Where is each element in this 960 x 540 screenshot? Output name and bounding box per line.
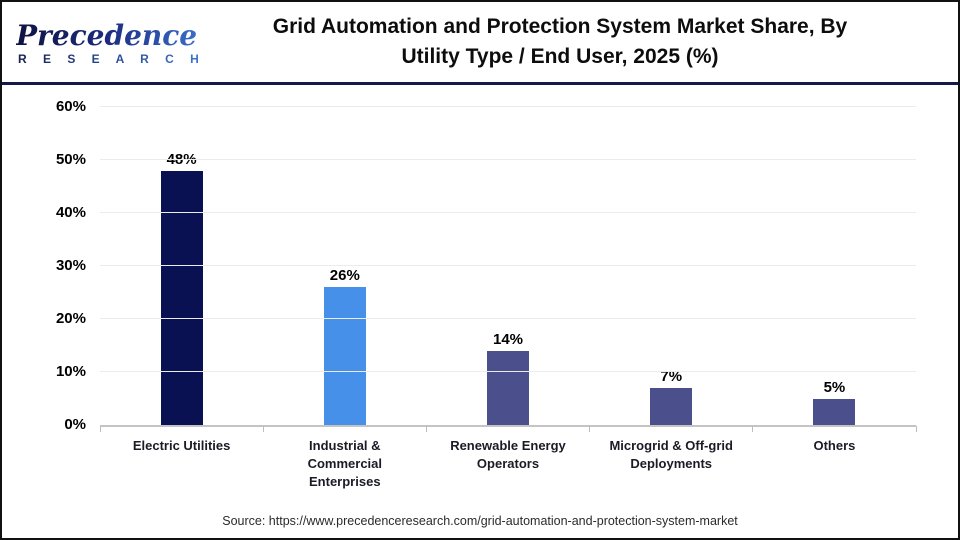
bar-columns: 48% 26% 14% 7% 5% <box>100 109 916 425</box>
logo-subtitle: R E S E A R C H <box>16 53 216 65</box>
bar-chart: 48% 26% 14% 7% 5% 0% 10% 20% 30% 40% 50% 60% Elect… <box>2 85 958 538</box>
header-divider <box>2 82 958 85</box>
category-label: Microgrid & Off-grid Deployments <box>609 438 733 471</box>
category-cell: Microgrid & Off-grid Deployments <box>590 437 753 491</box>
bar-electric-utilities <box>160 170 203 425</box>
source-citation: Source: https://www.precedenceresearch.c… <box>222 514 738 528</box>
gridline-60% <box>100 106 916 107</box>
x-axis-tick <box>99 426 101 432</box>
gridline-30% <box>100 265 916 266</box>
x-axis-tick <box>589 426 591 432</box>
logo-wordmark: Precedence <box>16 21 216 50</box>
gridline-50% <box>100 159 916 160</box>
category-label: Others <box>813 438 856 453</box>
y-axis-tick-label: 50% <box>55 151 86 168</box>
chart-title-line1: Grid Automation and Protection System Ma… <box>272 14 848 38</box>
bar-others <box>813 398 856 425</box>
precedence-research-logo: Precedence R E S E A R C H <box>16 20 216 65</box>
x-axis-tick <box>262 426 264 432</box>
bar-column: 14% <box>426 109 589 425</box>
y-axis-tick-label: 40% <box>55 204 86 221</box>
bar-renewable-energy-operators <box>487 350 529 425</box>
category-label: Industrial & Commercial Enterprises <box>307 438 382 489</box>
x-axis-tick <box>425 426 427 432</box>
category-cell: Others <box>753 437 916 491</box>
bar-column: 5% <box>753 109 916 425</box>
x-axis-tick <box>915 426 917 432</box>
gridline-10% <box>100 371 916 372</box>
bar-value-label: 5% <box>823 378 846 396</box>
plot-area: 48% 26% 14% 7% 5% 0% 10% 20% 30% 40% 50% 60% <box>56 98 917 433</box>
y-axis-tick-label: 30% <box>55 257 86 274</box>
bar-industrial-commercial-enterprises <box>323 287 366 425</box>
x-axis-category-labels: Electric Utilities Industrial & Commercia… <box>100 437 916 491</box>
bar-value-label: 7% <box>660 367 683 385</box>
bar-column: 7% <box>590 109 753 425</box>
category-label: Renewable Energy Operators <box>450 438 566 471</box>
bar-value-label: 14% <box>492 330 524 348</box>
header: Precedence R E S E A R C H Grid Automati… <box>2 2 958 82</box>
y-axis-tick-label: 20% <box>55 310 86 327</box>
y-axis-tick-label: 10% <box>55 363 86 380</box>
chart-title: Grid Automation and Protection System Ma… <box>216 12 944 73</box>
bar-value-label: 26% <box>329 267 360 285</box>
category-cell: Industrial & Commercial Enterprises <box>263 437 426 491</box>
bar-microgrid-off-grid-deployments <box>650 387 693 425</box>
gridline-20% <box>100 318 916 319</box>
gridline-40% <box>100 212 916 213</box>
bar-column: 48% <box>100 109 263 425</box>
y-axis-tick-label: 60% <box>55 98 86 115</box>
category-cell: Renewable Energy Operators <box>426 437 589 491</box>
category-label: Electric Utilities <box>132 438 231 453</box>
category-cell: Electric Utilities <box>100 437 263 491</box>
chart-title-line2: Utility Type / End User, 2025 (%) <box>401 45 719 68</box>
y-axis-tick-label: 0% <box>64 416 86 433</box>
x-axis-tick <box>752 426 754 432</box>
bar-column: 26% <box>263 109 426 425</box>
